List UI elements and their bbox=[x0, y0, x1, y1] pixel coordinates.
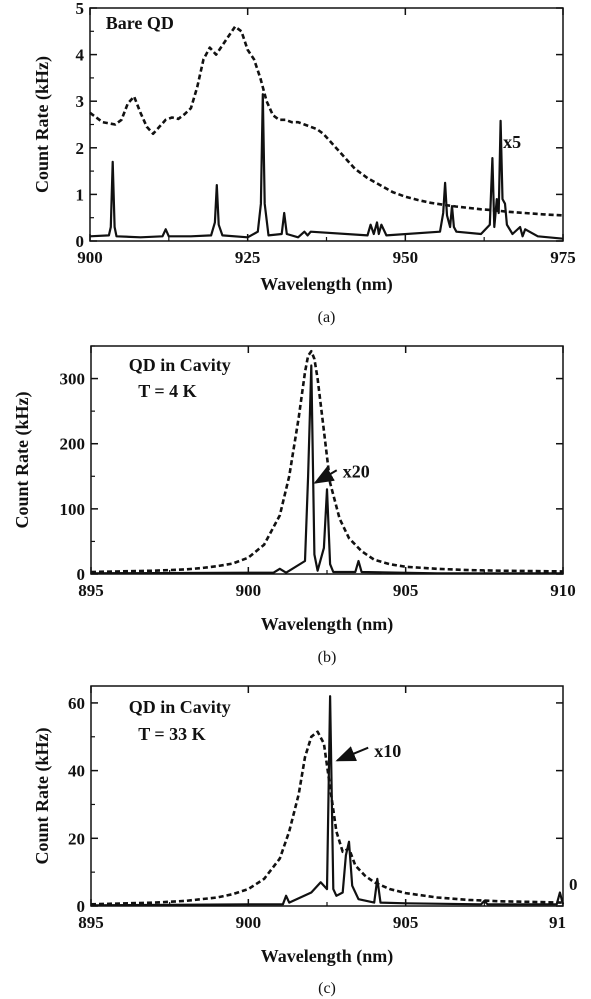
dashed-series-line-0 bbox=[89, 25, 564, 217]
annotation-label: QD in Cavity bbox=[129, 355, 231, 375]
y-tick-label: 20 bbox=[68, 829, 85, 848]
y-axis-label: Count Rate (kHz) bbox=[32, 56, 53, 193]
x-tick-label: 900 bbox=[77, 248, 103, 267]
chart-panel-2 bbox=[90, 685, 565, 907]
edge-tick-label: 0 bbox=[569, 875, 578, 894]
plot-frame-0 bbox=[89, 7, 564, 242]
dashed-series-line-1 bbox=[90, 349, 564, 574]
x-tick-label: 91 bbox=[549, 913, 566, 932]
y-tick-label: 0 bbox=[76, 232, 85, 251]
annotation-label: x5 bbox=[503, 132, 521, 152]
y-tick-label: 40 bbox=[68, 762, 85, 781]
x-axis-label: Wavelength (nm) bbox=[261, 614, 394, 635]
annotation-arrow bbox=[313, 466, 338, 484]
x-axis-label: Wavelength (nm) bbox=[261, 946, 394, 967]
x-axis-label: Wavelength (nm) bbox=[260, 274, 393, 295]
x-tick-label: 950 bbox=[393, 248, 419, 267]
panel-caption: (a) bbox=[318, 309, 336, 326]
x-tick-label: 900 bbox=[236, 581, 262, 600]
solid-series-line-2 bbox=[90, 695, 565, 907]
annotation-label: QD in Cavity bbox=[129, 697, 231, 717]
x-tick-label: 900 bbox=[236, 913, 262, 932]
y-tick-label: 300 bbox=[60, 370, 86, 389]
panel-caption: (c) bbox=[318, 980, 336, 997]
y-tick-label: 1 bbox=[76, 185, 85, 204]
panel-caption: (b) bbox=[318, 649, 337, 666]
x-tick-label: 925 bbox=[235, 248, 261, 267]
y-tick-label: 5 bbox=[76, 0, 85, 18]
annotation-label: T = 4 K bbox=[138, 381, 196, 401]
y-tick-label: 100 bbox=[60, 500, 86, 519]
x-tick-label: 905 bbox=[393, 913, 419, 932]
x-tick-label: 975 bbox=[550, 248, 576, 267]
solid-series-line-0 bbox=[89, 93, 564, 240]
annotation-label: Bare QD bbox=[106, 13, 174, 33]
y-tick-label: 0 bbox=[77, 565, 86, 584]
chart-panel-1 bbox=[90, 345, 564, 575]
y-tick-label: 3 bbox=[76, 92, 85, 111]
y-axis-label: Count Rate (kHz) bbox=[12, 392, 33, 529]
y-axis-label: Count Rate (kHz) bbox=[32, 728, 53, 865]
annotation-label: T = 33 K bbox=[138, 724, 205, 744]
dashed-series-line-2 bbox=[90, 730, 564, 906]
y-tick-label: 60 bbox=[68, 694, 85, 713]
annotation-arrow bbox=[335, 746, 369, 762]
x-tick-label: 905 bbox=[393, 581, 419, 600]
x-tick-label: 895 bbox=[78, 581, 104, 600]
annotation-label: x20 bbox=[343, 462, 370, 482]
chart-panel-0 bbox=[89, 7, 564, 242]
y-tick-label: 200 bbox=[60, 435, 86, 454]
y-tick-label: 2 bbox=[76, 139, 85, 158]
solid-series-line-1 bbox=[90, 364, 563, 575]
annotation-label: x10 bbox=[374, 741, 401, 761]
x-tick-label: 910 bbox=[550, 581, 576, 600]
x-tick-label: 895 bbox=[78, 913, 104, 932]
y-tick-label: 0 bbox=[77, 897, 86, 916]
y-tick-label: 4 bbox=[76, 46, 85, 65]
